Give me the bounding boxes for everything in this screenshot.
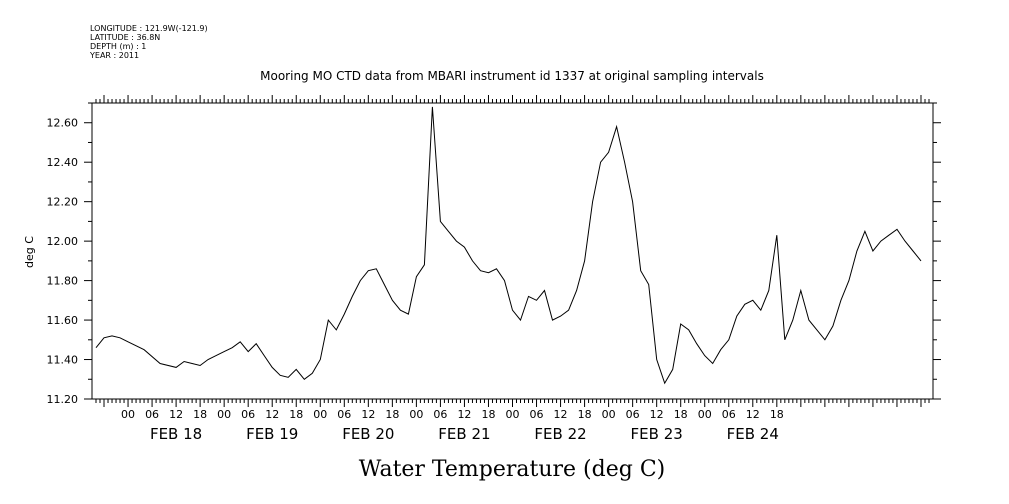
x-axis: 00 06 12 18 00 06 12 18 00 06 12 18 00 06 12 18 00 06 12 18… [95,95,930,421]
x-tick-label: 18 [770,408,784,421]
x-tick-label: 12 [457,408,471,421]
day-label: FEB 19 [246,425,298,443]
x-tick-label: 12 [650,408,664,421]
x-tick-label: 06 [145,408,159,421]
x-tick-label: 18 [385,408,399,421]
x-tick-label: 06 [530,408,544,421]
chart-title: Mooring MO CTD data from MBARI instrumen… [260,69,764,83]
series-group [95,106,922,385]
x-tick-label: 12 [746,408,760,421]
x-day-labels: FEB 18 FEB 19 FEB 20 FEB 21 FEB 22 FEB 23 FEB … [150,425,779,443]
y-tick-label: 11.20 [47,393,79,406]
y-tick-label: 12.00 [47,235,79,248]
day-label: FEB 18 [150,425,202,443]
y-tick-label: 11.80 [47,275,79,288]
meta-line: LATITUDE : 36.8N [90,33,160,42]
x-tick-label: 18 [578,408,592,421]
x-tick-label: 18 [289,408,303,421]
y-tick-label: 12.40 [47,156,79,169]
x-tick-label: 00 [121,408,135,421]
x-tick-label: 06 [722,408,736,421]
y-tick-label: 11.60 [47,314,79,327]
day-label: FEB 20 [342,425,394,443]
y-tick-label: 12.60 [47,117,79,130]
x-tick-label: 06 [626,408,640,421]
x-tick-label: 18 [193,408,207,421]
day-label: FEB 21 [438,425,490,443]
x-tick-label: 12 [169,408,183,421]
meta-line: LONGITUDE : 121.9W(-121.9) [90,24,208,33]
x-tick-label: 00 [409,408,423,421]
meta-line: DEPTH (m) : 1 [90,42,146,51]
y-tick-label: 11.40 [47,354,79,367]
y-tick-label: 12.20 [47,196,79,209]
x-tick-label: 18 [674,408,688,421]
metadata-block: LONGITUDE : 121.9W(-121.9) LATITUDE : 36… [89,24,208,60]
x-tick-label: 00 [698,408,712,421]
x-tick-label: 12 [361,408,375,421]
day-label: FEB 22 [534,425,586,443]
x-tick-label: 00 [506,408,520,421]
day-label: FEB 23 [631,425,683,443]
x-tick-label: 00 [602,408,616,421]
x-tick-label: 06 [241,408,255,421]
day-label: FEB 24 [727,425,779,443]
x-tick-label: 12 [554,408,568,421]
y-axis-label: deg C [23,236,36,268]
x-tick-label: 00 [313,408,327,421]
x-tick-label: 00 [217,408,231,421]
temperature-series-line [95,106,922,385]
x-tick-label: 06 [337,408,351,421]
x-tick-label: 06 [433,408,447,421]
y-axis: 11.20 11.40 11.60 11.80 12.00 12.20 12.40 12.60 [47,102,941,406]
meta-line: YEAR : 2011 [89,51,139,60]
x-tick-label: 12 [265,408,279,421]
x-tick-label: 18 [481,408,495,421]
x-axis-label: Water Temperature (deg C) [359,457,666,482]
